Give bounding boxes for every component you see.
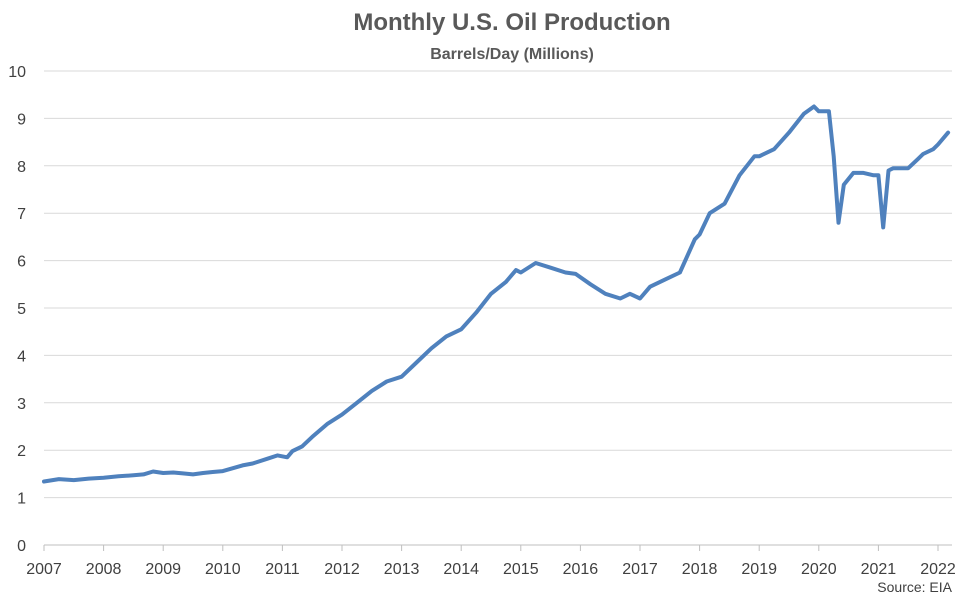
x-tick-label: 2017	[622, 561, 658, 578]
x-tick-label: 2013	[384, 561, 420, 578]
x-tick-label: 2022	[920, 561, 956, 578]
x-tick-label: 2019	[741, 561, 777, 578]
y-tick-label: 2	[17, 443, 26, 460]
x-tick-label: 2020	[801, 561, 837, 578]
y-tick-label: 4	[17, 348, 26, 365]
y-tick-label: 1	[17, 491, 26, 508]
y-tick-label: 0	[17, 538, 26, 555]
series-line	[42, 104, 951, 484]
y-axis: 0 1 2 3 4 5 6 7 8 9 10	[8, 64, 26, 555]
y-tick-label: 6	[17, 254, 26, 271]
y-tick-label: 5	[17, 301, 26, 318]
x-tick-label: 2021	[861, 561, 897, 578]
x-tick-label: 2010	[205, 561, 241, 578]
x-tick-label: 2009	[145, 561, 181, 578]
y-tick-label: 3	[17, 396, 26, 413]
x-tick-label: 2018	[682, 561, 718, 578]
x-tick-label: 2007	[26, 561, 62, 578]
x-axis: 2007 2008 2009 2010 2011 2012 2013 2014 2015 2016…	[26, 545, 956, 578]
y-tick-label: 10	[8, 64, 26, 81]
chart-subtitle: Barrels/Day (Millions)	[430, 46, 594, 63]
source-note: Source: EIA	[877, 579, 952, 595]
y-tick-label: 9	[17, 111, 26, 128]
y-tick-label: 8	[17, 159, 26, 176]
x-tick-label: 2011	[265, 561, 300, 578]
x-tick-label: 2008	[86, 561, 122, 578]
plot-area	[42, 104, 951, 484]
y-tick-label: 7	[17, 206, 26, 223]
x-tick-label: 2014	[443, 561, 479, 578]
chart-title: Monthly U.S. Oil Production	[353, 9, 670, 36]
x-tick-label: 2012	[324, 561, 360, 578]
x-tick-label: 2015	[503, 561, 539, 578]
x-tick-label: 2016	[563, 561, 599, 578]
